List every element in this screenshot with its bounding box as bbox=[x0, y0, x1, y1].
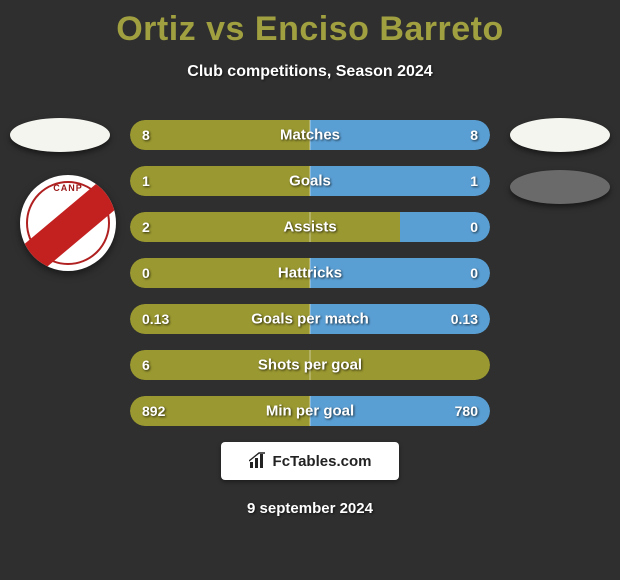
stat-value-right: 8 bbox=[470, 127, 478, 143]
stat-row: 1 1 Goals bbox=[130, 166, 490, 196]
stat-value-right: 0 bbox=[470, 265, 478, 281]
stat-bar-right bbox=[310, 166, 490, 196]
footer-date: 9 september 2024 bbox=[247, 500, 373, 517]
stat-label: Goals bbox=[289, 173, 331, 190]
stat-label: Assists bbox=[283, 219, 336, 236]
club-badge-left: CANP bbox=[20, 175, 116, 271]
stat-value-left: 0.13 bbox=[142, 311, 169, 327]
stat-value-right: 0 bbox=[470, 219, 478, 235]
stat-value-left: 1 bbox=[142, 173, 150, 189]
stat-bar-left bbox=[130, 166, 310, 196]
page-subtitle: Club competitions, Season 2024 bbox=[0, 63, 620, 81]
stat-row: 2 0 Assists bbox=[130, 212, 490, 242]
stat-value-right: 0.13 bbox=[451, 311, 478, 327]
player-right-badge-ellipse bbox=[510, 118, 610, 152]
stat-value-left: 0 bbox=[142, 265, 150, 281]
stat-value-left: 8 bbox=[142, 127, 150, 143]
stat-bar-left bbox=[130, 212, 400, 242]
stat-value-right: 1 bbox=[470, 173, 478, 189]
stat-value-left: 892 bbox=[142, 403, 165, 419]
stats-table: 8 8 Matches 1 1 Goals 2 0 Assists 0 0 Hattricks 0.13… bbox=[130, 120, 490, 442]
player-right-secondary-ellipse bbox=[510, 170, 610, 204]
stat-value-left: 6 bbox=[142, 357, 150, 373]
stat-row: 8 8 Matches bbox=[130, 120, 490, 150]
fctables-badge[interactable]: FcTables.com bbox=[221, 442, 399, 480]
chart-bars-icon bbox=[249, 452, 267, 470]
club-badge-text: CANP bbox=[53, 183, 83, 193]
stat-label: Hattricks bbox=[278, 265, 342, 282]
stat-label: Shots per goal bbox=[258, 357, 362, 374]
stat-label: Goals per match bbox=[251, 311, 369, 328]
stat-row: 0 0 Hattricks bbox=[130, 258, 490, 288]
stat-row: 6 Shots per goal bbox=[130, 350, 490, 380]
stat-row: 0.13 0.13 Goals per match bbox=[130, 304, 490, 334]
player-left-badge-ellipse bbox=[10, 118, 110, 152]
page-title: Ortiz vs Enciso Barreto bbox=[0, 0, 620, 49]
comparison-card: Ortiz vs Enciso Barreto Club competition… bbox=[0, 0, 620, 580]
fctables-label: FcTables.com bbox=[273, 453, 372, 470]
stat-label: Min per goal bbox=[266, 403, 354, 420]
stat-row: 892 780 Min per goal bbox=[130, 396, 490, 426]
stat-label: Matches bbox=[280, 127, 340, 144]
stat-value-right: 780 bbox=[455, 403, 478, 419]
stat-value-left: 2 bbox=[142, 219, 150, 235]
